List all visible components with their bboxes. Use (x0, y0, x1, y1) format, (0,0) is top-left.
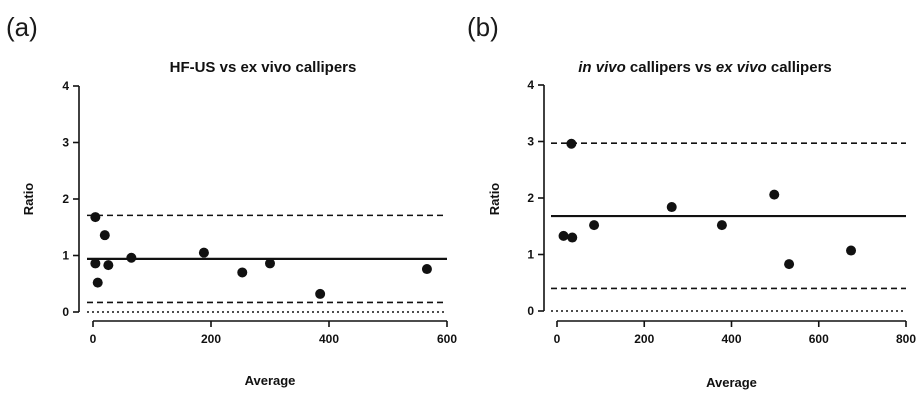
y-axis-label: Ratio (487, 183, 502, 216)
data-point (92, 277, 103, 288)
panel-label: (b) (467, 12, 499, 42)
data-point (90, 258, 101, 269)
data-point (769, 189, 780, 200)
chart-panel-1: (a) HF-US vs ex vivo callipers 0 1 2 3 4 0 200 40… (6, 12, 457, 388)
x-tick-label: 800 (896, 332, 916, 346)
data-point (716, 220, 727, 231)
data-point (315, 288, 326, 299)
data-point (567, 232, 578, 243)
x-tick-label: 0 (90, 332, 97, 346)
data-point (103, 260, 114, 271)
chart-title: HF-US vs ex vivo callipers (170, 59, 357, 76)
data-point (558, 230, 569, 241)
y-tick-label: 4 (62, 79, 69, 93)
x-tick-label: 400 (319, 332, 339, 346)
panel-label: (a) (6, 12, 38, 42)
data-point (237, 267, 248, 278)
data-point (589, 220, 600, 231)
data-point (666, 202, 677, 213)
x-tick-label: 0 (554, 332, 561, 346)
x-tick-label: 400 (721, 332, 741, 346)
data-point (421, 264, 432, 275)
data-point (566, 138, 577, 149)
y-tick-label: 2 (62, 192, 69, 206)
y-tick-label: 0 (62, 305, 69, 319)
chart-panel-2: (b) in vivo callipers vs ex vivo calliper… (467, 12, 916, 390)
x-tick-label: 200 (201, 332, 221, 346)
x-tick-label: 200 (634, 332, 654, 346)
y-axis-label: Ratio (21, 183, 36, 216)
x-axis-label: Average (245, 373, 296, 388)
y-tick-label: 3 (62, 136, 69, 150)
data-point (846, 245, 857, 256)
y-tick-label: 1 (62, 249, 69, 263)
y-tick-label: 4 (527, 78, 534, 92)
data-point (99, 230, 110, 241)
data-point (126, 252, 137, 263)
y-tick-label: 1 (527, 248, 534, 262)
x-tick-label: 600 (437, 332, 457, 346)
data-point (198, 247, 209, 258)
y-tick-label: 0 (527, 304, 534, 318)
chart-title: in vivo callipers vs ex vivo callipers (578, 59, 832, 76)
data-point (90, 212, 101, 223)
data-point (784, 259, 795, 270)
y-tick-label: 2 (527, 191, 534, 205)
x-axis-label: Average (706, 375, 757, 390)
x-tick-label: 600 (809, 332, 829, 346)
data-point (265, 258, 275, 269)
y-tick-label: 3 (527, 135, 534, 149)
